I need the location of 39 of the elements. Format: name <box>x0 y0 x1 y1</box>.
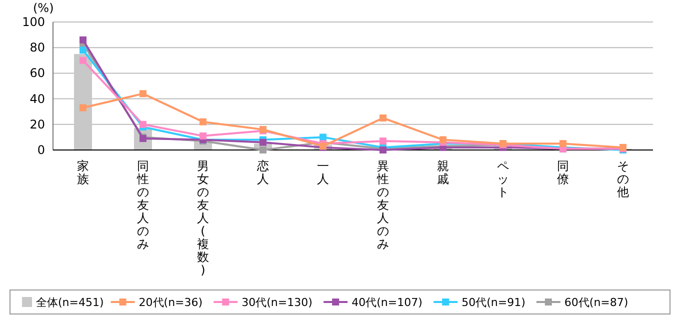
point <box>200 132 206 140</box>
point <box>80 56 86 64</box>
legend-label: 40代(n=107) <box>352 296 422 309</box>
category-label: 男女の友人(複数) <box>197 159 209 277</box>
x-tick-label: 家族 <box>77 159 89 186</box>
bar <box>74 54 92 150</box>
legend-label: 20代(n=36) <box>138 296 203 309</box>
legend-label: 60代(n=87) <box>564 296 628 309</box>
point <box>560 140 566 148</box>
y-tick-label: 40 <box>30 92 45 106</box>
point <box>260 138 266 146</box>
legend-label: 50代(n=91) <box>462 296 526 309</box>
point <box>380 138 386 145</box>
x-tick-label: 親戚 <box>437 159 449 186</box>
point <box>80 36 86 44</box>
y-tick-label: 0 <box>37 143 45 157</box>
y-tick-label: 100 <box>22 15 45 29</box>
y-tick-label: 80 <box>30 40 45 55</box>
point <box>440 136 446 144</box>
x-tick-label: 同性の友人のみ <box>136 159 149 251</box>
legend-label: 30代(n=130) <box>242 296 312 309</box>
point <box>260 146 266 154</box>
point <box>80 104 86 112</box>
x-tick-label: 恋人 <box>256 159 269 186</box>
x-tick-label: 一人 <box>317 159 329 186</box>
point <box>320 134 326 141</box>
x-tick-label: 同僚 <box>557 159 569 186</box>
point <box>80 46 86 54</box>
x-tick-label: ペット <box>497 159 509 199</box>
legend-label: 全体(n=451) <box>36 296 104 309</box>
x-tick-label: 異性の友人のみ <box>376 159 389 251</box>
y-tick-label: 60 <box>30 66 45 80</box>
y-axis-title: (%) <box>33 1 54 15</box>
point <box>380 114 386 122</box>
point <box>200 118 206 126</box>
point <box>140 90 146 98</box>
x-tick-label: その他 <box>617 159 629 199</box>
y-tick-label: 20 <box>30 117 45 132</box>
point <box>140 120 146 128</box>
